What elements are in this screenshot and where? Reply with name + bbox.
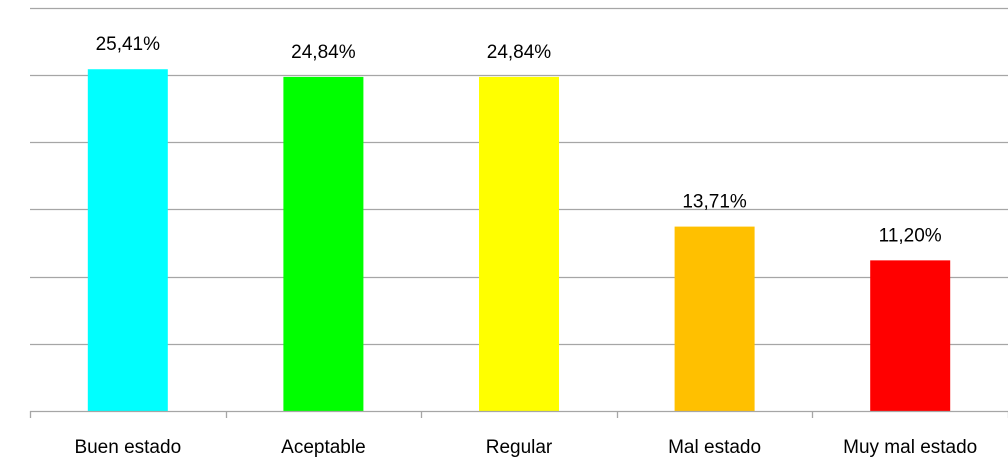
data-label-5: 11,20% — [879, 225, 942, 246]
category-label-4: Mal estado — [668, 437, 761, 458]
data-label-1: 25,41% — [96, 34, 161, 55]
data-label-3: 24,84% — [487, 42, 552, 63]
bars — [87, 69, 951, 411]
bar-3 — [479, 76, 559, 411]
bar-1 — [87, 69, 168, 411]
category-label-3: Regular — [486, 437, 553, 458]
data-label-4: 13,71% — [682, 192, 747, 213]
bar-2 — [283, 76, 364, 411]
x-axis: Buen estado Aceptable Regular Mal estado Muy… — [29, 410, 1008, 458]
bar-5 — [870, 260, 951, 411]
category-label-2: Aceptable — [281, 437, 366, 458]
data-label-2: 24,84% — [291, 42, 356, 63]
category-label-5: Muy mal estado — [843, 437, 977, 458]
category-label-1: Buen estado — [74, 437, 181, 458]
data-labels: 25,41% 24,84% 24,84% 13,71% 11,20% — [96, 34, 942, 246]
bar-4 — [674, 226, 755, 411]
